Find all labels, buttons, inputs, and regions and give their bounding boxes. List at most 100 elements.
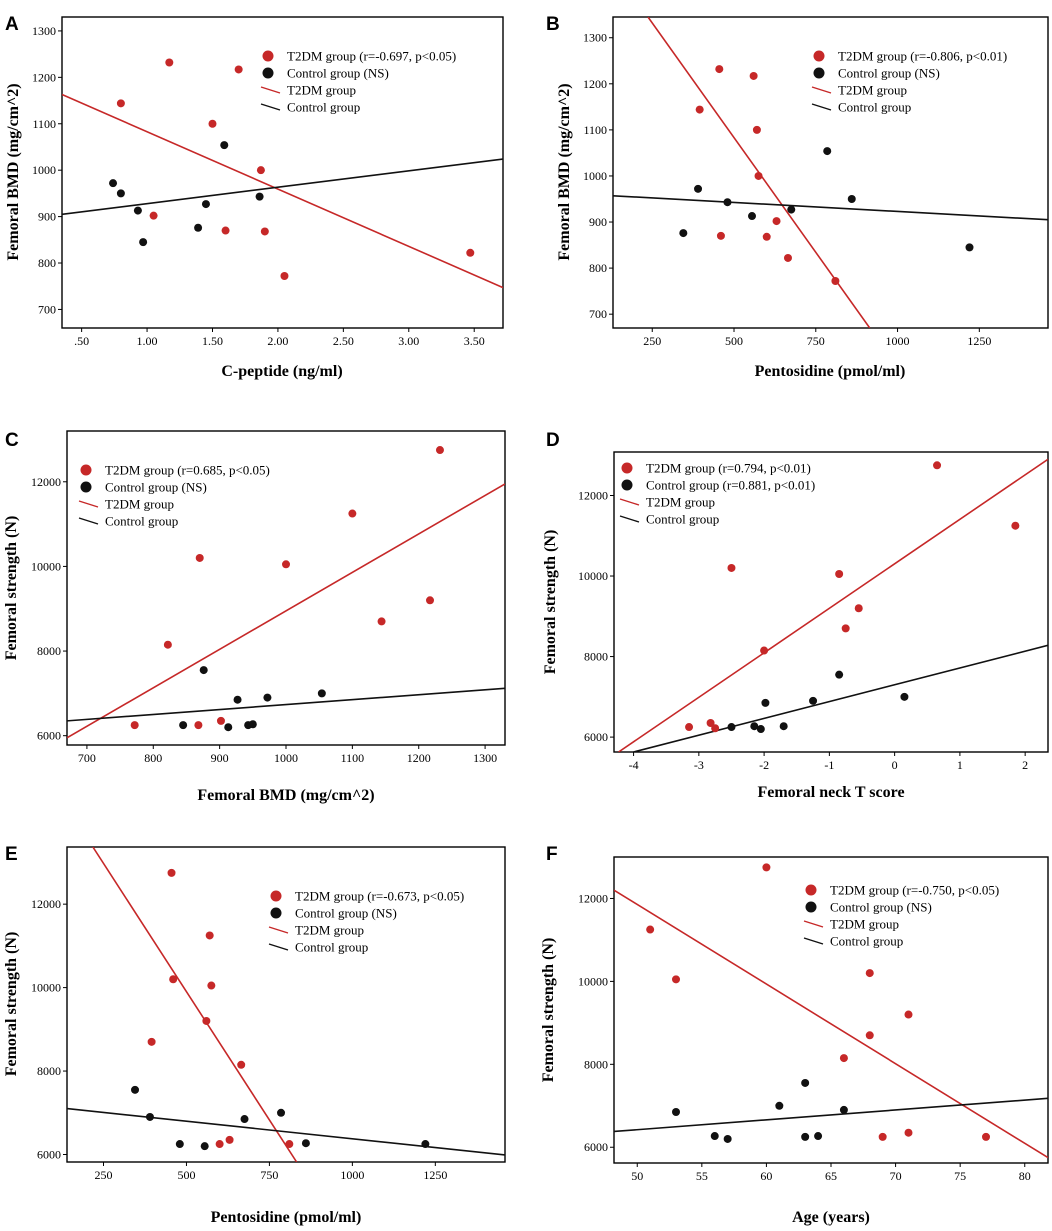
t2dm-point <box>169 975 178 984</box>
legend: T2DM group (r=-0.750, p<0.05) Control gro… <box>803 883 999 949</box>
x-tick-label: 1200 <box>407 751 431 765</box>
legend-line-t2dm <box>811 86 832 94</box>
t2dm-point <box>646 925 655 934</box>
legend-dot-control <box>805 901 817 913</box>
t2dm-point <box>865 969 874 978</box>
legend-label: T2DM group <box>646 495 715 510</box>
t2dm-point <box>165 58 174 67</box>
legend-label: T2DM group <box>105 497 174 512</box>
legend-label: Control group <box>287 100 360 115</box>
y-tick-label: 1300 <box>583 31 607 45</box>
x-tick-label: -2 <box>759 758 769 772</box>
fit-lines <box>67 847 505 1162</box>
legend-line-t2dm <box>260 86 281 94</box>
t2dm-point <box>982 1132 990 1141</box>
legend-label: Control group <box>838 100 911 115</box>
control-fit-line <box>67 687 505 722</box>
control-point <box>679 229 688 238</box>
control-point <box>775 1101 784 1110</box>
y-tick-label: 6000 <box>584 1140 608 1154</box>
legend: T2DM group (r=0.794, p<0.01) Control grou… <box>619 461 815 527</box>
control-fit-line <box>614 1097 1048 1133</box>
t2dm-point <box>205 931 214 940</box>
t2dm-point <box>706 719 715 728</box>
t2dm-point <box>711 724 720 733</box>
t2dm-point <box>256 166 265 175</box>
panel-c: C 700 800 900 1000 1100 1200 1300 6000 8000 10000 1… <box>3 430 506 804</box>
t2dm-point <box>841 624 850 633</box>
x-tick-label: 700 <box>78 751 96 765</box>
control-point <box>694 184 703 193</box>
t2dm-point <box>466 248 475 257</box>
panel-letter: C <box>5 430 19 451</box>
y-tick-label: 1300 <box>32 24 56 38</box>
x-axis-title: Pentosidine (pmol/ml) <box>211 1209 362 1226</box>
control-point <box>175 1140 184 1149</box>
plot-frame <box>61 16 504 329</box>
control-point <box>317 689 326 698</box>
y-tick-label: 6000 <box>37 1147 61 1161</box>
legend-label: Control group (r=0.881, p<0.01) <box>646 478 815 493</box>
control-point <box>179 721 188 730</box>
y-tick-label: 8000 <box>584 1057 608 1071</box>
legend-line-control <box>619 515 640 523</box>
t2dm-point <box>216 716 225 725</box>
control-point <box>263 693 272 702</box>
x-tick-label: 500 <box>177 1168 195 1182</box>
y-tick-label: 1100 <box>583 123 607 137</box>
control-point <box>761 698 770 707</box>
legend-label: Control group (NS) <box>830 900 932 915</box>
fit-lines <box>614 889 1048 1159</box>
plot-frame <box>612 16 1049 329</box>
y-tick-label: 800 <box>589 261 607 275</box>
legend-label: T2DM group (r=-0.806, p<0.01) <box>838 49 1007 64</box>
y-tick-label: 700 <box>589 307 607 321</box>
control-point <box>814 1132 823 1141</box>
y-axis-title: Femoral strength (N) <box>542 530 559 675</box>
t2dm-point <box>685 723 694 732</box>
t2dm-point <box>234 65 243 74</box>
t2dm-point <box>762 863 771 872</box>
x-tick-label: 60 <box>760 1169 772 1183</box>
legend-dot-t2dm <box>262 50 274 62</box>
control-point <box>787 205 796 214</box>
x-tick-label: 1250 <box>967 334 991 348</box>
control-point <box>801 1132 810 1141</box>
legend-label: Control group (NS) <box>838 66 940 81</box>
t2dm-point <box>195 553 204 562</box>
t2dm-point <box>282 560 290 569</box>
t2dm-point <box>749 71 758 80</box>
legend-dot-t2dm <box>621 462 633 474</box>
y-tick-label: 700 <box>38 302 56 316</box>
panel-letter: A <box>5 14 19 35</box>
legend-line-t2dm <box>619 498 640 506</box>
x-tick-label: 1 <box>957 758 963 772</box>
panel-letter: E <box>5 844 18 865</box>
control-points <box>672 1078 848 1143</box>
control-point <box>900 692 909 701</box>
control-points <box>109 141 264 247</box>
x-tick-label: 0 <box>892 758 898 772</box>
x-tick-label: 1000 <box>340 1168 364 1182</box>
y-axis-title: Femoral strength (N) <box>540 938 557 1083</box>
control-point <box>710 1132 719 1141</box>
x-tick-label: -3 <box>694 758 704 772</box>
legend-line-t2dm <box>78 500 99 508</box>
t2dm-point <box>237 1060 246 1069</box>
legend-dot-control <box>262 67 274 79</box>
control-point <box>727 723 736 732</box>
control-point <box>301 1139 310 1148</box>
y-tick-label: 900 <box>589 215 607 229</box>
control-points <box>179 666 326 732</box>
control-points <box>679 147 974 252</box>
t2dm-point <box>672 975 680 984</box>
t2dm-point <box>149 211 158 220</box>
t2dm-point <box>348 509 357 518</box>
legend-label: T2DM group (r=0.794, p<0.01) <box>646 461 811 476</box>
legend-line-control <box>78 517 99 525</box>
t2dm-point <box>772 217 781 226</box>
y-tick-label: 12000 <box>31 897 61 911</box>
x-tick-label: 50 <box>631 1169 643 1183</box>
y-tick-label: 8000 <box>37 1064 61 1078</box>
control-point <box>194 223 203 232</box>
